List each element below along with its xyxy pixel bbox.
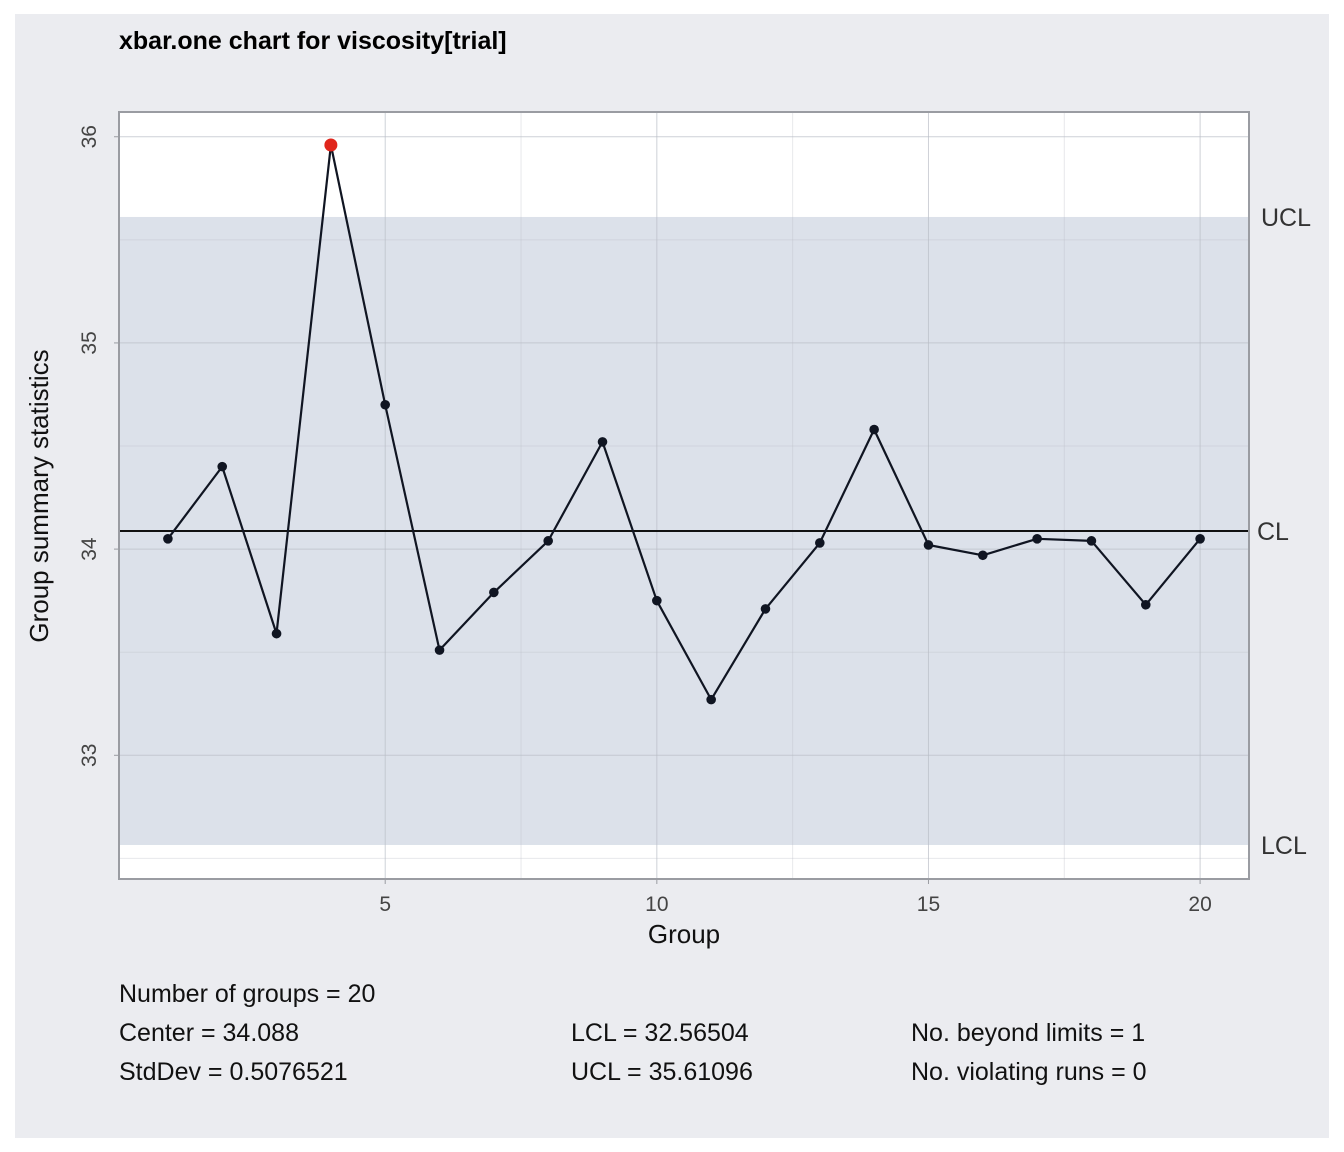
x-tick-label: 10 [645,893,668,916]
data-point [869,424,879,435]
data-point [489,587,499,598]
stat-ucl: UCL = 35.61096 [571,1058,753,1086]
series-line [167,143,1201,701]
stat-number-of-groups: Number of groups = 20 [119,980,376,1008]
y-tick-label: 35 [78,331,101,354]
data-point [434,645,445,655]
data-point [1195,533,1205,544]
stat-stddev: StdDev = 0.5076521 [119,1058,348,1086]
data-point [597,437,608,447]
chart-title: xbar.one chart for viscosity[trial] [119,27,507,55]
x-axis-title: Group [648,919,720,949]
x-tick-label: 20 [1188,893,1211,916]
out-of-control-point [324,138,338,152]
data-point [1140,599,1151,610]
stat-lcl: LCL = 32.56504 [571,1019,749,1047]
y-tick-label: 33 [78,744,101,767]
cl-label: CL [1257,518,1289,546]
data-point [706,694,716,705]
data-point [977,550,988,561]
stat-violating-runs: No. violating runs = 0 [911,1058,1147,1086]
stat-beyond-limits: No. beyond limits = 1 [911,1019,1146,1047]
y-axis-title: Group summary statistics [24,349,54,642]
stat-center: Center = 34.088 [119,1019,299,1047]
ucl-label: UCL [1261,204,1311,232]
data-point [1086,536,1097,546]
lcl-label: LCL [1261,832,1307,860]
x-tick-label: 5 [379,893,391,916]
data-point [217,461,228,472]
plot-area: 5 10 15 20 33 34 35 36 UCL CL LCL [78,111,1311,916]
data-point [1032,533,1042,544]
data-point [271,628,282,639]
y-tick-label: 34 [78,537,101,561]
data-point [923,540,934,550]
plot-border [118,111,1250,880]
data-point [815,538,825,548]
data-point [380,399,391,410]
data-point [163,533,173,544]
data-point [543,536,553,546]
data-point [652,595,662,606]
data-point [760,604,771,614]
x-tick-label: 15 [917,893,940,916]
y-tick-label: 36 [78,125,101,148]
